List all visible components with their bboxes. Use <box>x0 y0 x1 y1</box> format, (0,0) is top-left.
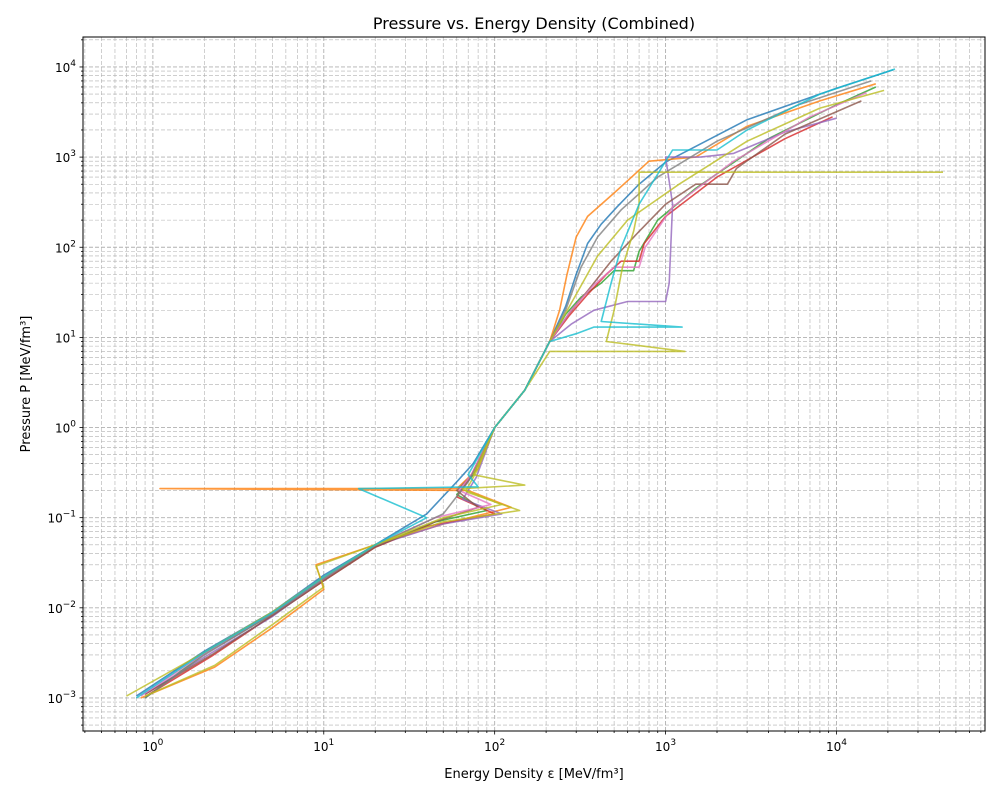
y-tick-label: 101 <box>55 329 76 345</box>
y-tick-label: 10−3 <box>47 690 76 706</box>
y-tick-label: 10−2 <box>47 600 76 616</box>
x-axis-label: Energy Density ε [MeV/fm³] <box>444 767 623 782</box>
x-tick-label: 101 <box>313 738 334 754</box>
series-line-8 <box>144 171 943 697</box>
y-tick-label: 102 <box>55 239 76 255</box>
y-tick-label: 103 <box>55 149 76 165</box>
y-tick-label: 104 <box>55 59 76 75</box>
plot-frame <box>82 36 986 732</box>
x-tick-label: 104 <box>826 738 847 754</box>
ticks: 100 101 102 103 104 10−3 10−2 10−1 100 101 102 103 1… <box>47 39 982 754</box>
x-tick-label: 102 <box>484 738 505 754</box>
series-line-10 <box>135 68 896 699</box>
x-tick-label: 103 <box>655 738 676 754</box>
y-tick-label: 10−1 <box>47 510 76 526</box>
x-tick-label: 100 <box>142 738 163 754</box>
y-tick-label: 100 <box>55 420 76 436</box>
grid <box>83 37 985 731</box>
series-lines <box>126 68 943 699</box>
y-axis-label: Pressure P [MeV/fm³] <box>19 316 34 453</box>
chart-title: Pressure vs. Energy Density (Combined) <box>373 14 695 33</box>
